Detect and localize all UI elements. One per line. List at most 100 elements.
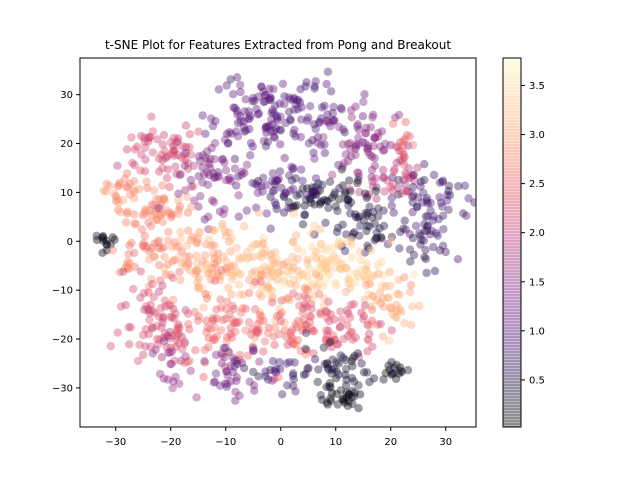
scatter-point <box>301 195 311 204</box>
scatter-point <box>161 270 171 279</box>
scatter-point <box>301 82 310 91</box>
scatter-point <box>316 308 325 317</box>
scatter-point <box>211 350 221 360</box>
scatter-point <box>134 184 144 194</box>
scatter-point <box>194 152 203 161</box>
scatter-point <box>166 210 175 219</box>
scatter-point <box>435 178 445 187</box>
scatter-point <box>207 264 217 273</box>
scatter-point <box>363 335 373 344</box>
scatter-point <box>173 134 183 143</box>
scatter-point <box>133 356 143 366</box>
scatter-point <box>108 233 117 242</box>
scatter-point <box>144 282 153 291</box>
scatter-point <box>387 201 396 210</box>
scatter-point <box>243 351 253 360</box>
scatter-point <box>386 182 395 192</box>
scatter-point <box>386 303 395 312</box>
scatter-point <box>393 142 403 152</box>
scatter-point <box>234 280 244 289</box>
scatter-point <box>339 125 348 134</box>
scatter-point <box>362 211 371 220</box>
scatter-point <box>355 187 364 197</box>
scatter-point <box>396 363 405 372</box>
scatter-point <box>267 268 276 277</box>
scatter-point <box>155 210 165 220</box>
scatter-point <box>277 308 286 317</box>
scatter-point <box>139 241 148 250</box>
scatter-point <box>332 389 341 399</box>
scatter-point <box>433 231 442 240</box>
scatter-point <box>142 177 151 186</box>
scatter-point <box>312 269 321 278</box>
scatter-point <box>402 186 411 196</box>
scatter-point <box>120 174 130 184</box>
scatter-point <box>272 111 281 121</box>
scatter-point <box>358 270 368 279</box>
scatter-point <box>275 268 284 278</box>
colorbar-tick-label: 3.5 <box>529 81 545 92</box>
scatter-point <box>267 115 276 124</box>
scatter-point <box>204 225 213 234</box>
scatter-point <box>233 132 243 141</box>
scatter-point <box>427 226 436 235</box>
scatter-point <box>186 235 195 245</box>
scatter-point <box>372 233 382 243</box>
scatter-point <box>203 270 213 279</box>
scatter-point <box>250 305 260 314</box>
scatter-point <box>276 126 286 135</box>
scatter-point <box>269 332 278 341</box>
scatter-point <box>227 129 236 138</box>
scatter-point <box>164 236 173 245</box>
scatter-point <box>295 98 305 107</box>
scatter-point <box>462 211 471 220</box>
scatter-point <box>300 321 309 330</box>
scatter-point <box>255 308 265 317</box>
scatter-point <box>209 249 218 258</box>
scatter-point <box>338 140 348 149</box>
scatter-point <box>318 282 328 291</box>
scatter-point <box>225 128 234 137</box>
scatter-point <box>359 272 369 281</box>
scatter-point <box>174 189 183 198</box>
scatter-point <box>213 249 223 258</box>
scatter-point <box>210 259 219 268</box>
scatter-point <box>231 318 240 328</box>
scatter-point <box>245 275 254 285</box>
scatter-point <box>235 317 244 326</box>
scatter-point <box>232 373 242 382</box>
scatter-point <box>232 106 242 116</box>
scatter-point <box>263 137 272 146</box>
scatter-point <box>227 275 237 284</box>
scatter-point <box>203 264 212 273</box>
scatter-point <box>270 108 279 118</box>
scatter-point <box>140 137 149 146</box>
scatter-point <box>263 122 273 132</box>
scatter-point <box>183 208 193 217</box>
scatter-point <box>92 231 101 240</box>
scatter-point <box>157 244 166 253</box>
scatter-point <box>398 156 408 166</box>
scatter-point <box>230 154 240 164</box>
scatter-point <box>354 140 363 149</box>
scatter-point <box>384 361 393 370</box>
scatter-point <box>372 194 381 203</box>
scatter-point <box>114 198 124 208</box>
scatter-point <box>98 248 107 257</box>
scatter-point <box>288 381 298 391</box>
scatter-point <box>236 112 245 121</box>
scatter-point <box>158 181 167 190</box>
scatter-point <box>210 335 219 345</box>
scatter-point <box>285 295 295 305</box>
scatter-point <box>259 270 268 280</box>
scatter-point <box>377 234 386 243</box>
scatter-point <box>194 282 203 291</box>
scatter-point <box>326 87 336 96</box>
scatter-point <box>363 320 372 330</box>
x-tick-label: 30 <box>439 437 452 448</box>
scatter-point <box>271 316 280 326</box>
scatter-point <box>365 329 374 338</box>
scatter-point <box>394 369 404 378</box>
scatter-point <box>144 218 153 227</box>
scatter-point <box>344 309 353 318</box>
